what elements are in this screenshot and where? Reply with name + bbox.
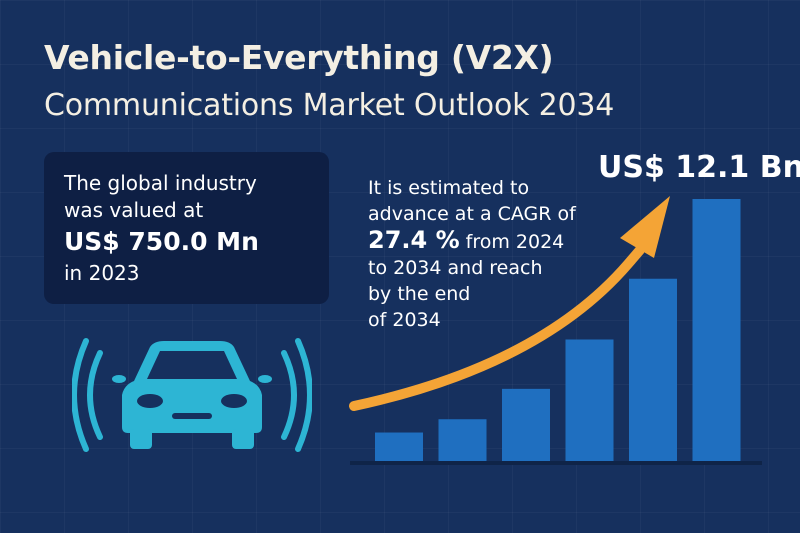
headlight-right (221, 394, 247, 408)
signal-waves-icon (72, 338, 312, 452)
cagr-period-start: from 2024 (459, 231, 565, 253)
growth-arrow-head (620, 196, 670, 258)
windshield (147, 351, 237, 379)
cagr-line-1: It is estimated to (368, 177, 530, 199)
chart-bar (565, 339, 614, 461)
chart-bar (438, 419, 487, 461)
base-year: in 2023 (64, 261, 140, 285)
cagr-line-2: advance at a CAGR of (368, 203, 576, 225)
headlight-left (137, 394, 163, 408)
growth-bar-chart (349, 196, 762, 465)
cagr-description: It is estimated to advance at a CAGR of … (368, 175, 576, 333)
page-title: Vehicle-to-Everything (V2X) (44, 38, 554, 77)
cagr-line-5: by the end (368, 283, 471, 305)
bar-group (375, 199, 741, 461)
cagr-line-6: of 2034 (368, 309, 441, 331)
info-line-1: The global industry (64, 171, 257, 195)
cagr-line-4: to 2034 and reach (368, 257, 543, 279)
grille (172, 413, 212, 419)
page-subtitle: Communications Market Outlook 2034 (44, 88, 615, 123)
chart-bar (502, 388, 550, 461)
car-icon (72, 338, 312, 452)
market-value-box: The global industry was valued at US$ 75… (44, 152, 329, 304)
chart-bar (375, 432, 423, 461)
base-value: US$ 750.0 Mn (64, 227, 259, 256)
chart-baseline (350, 461, 762, 465)
cagr-rate: 27.4 % (368, 226, 460, 254)
info-line-2: was valued at (64, 198, 204, 222)
growth-arrow-icon (349, 245, 645, 411)
cagr-line-3: 27.4 % from 2024 (368, 227, 576, 255)
chart-bar (629, 278, 677, 461)
chart-bar (692, 199, 741, 461)
projected-value: US$ 12.1 Bn (598, 150, 800, 185)
